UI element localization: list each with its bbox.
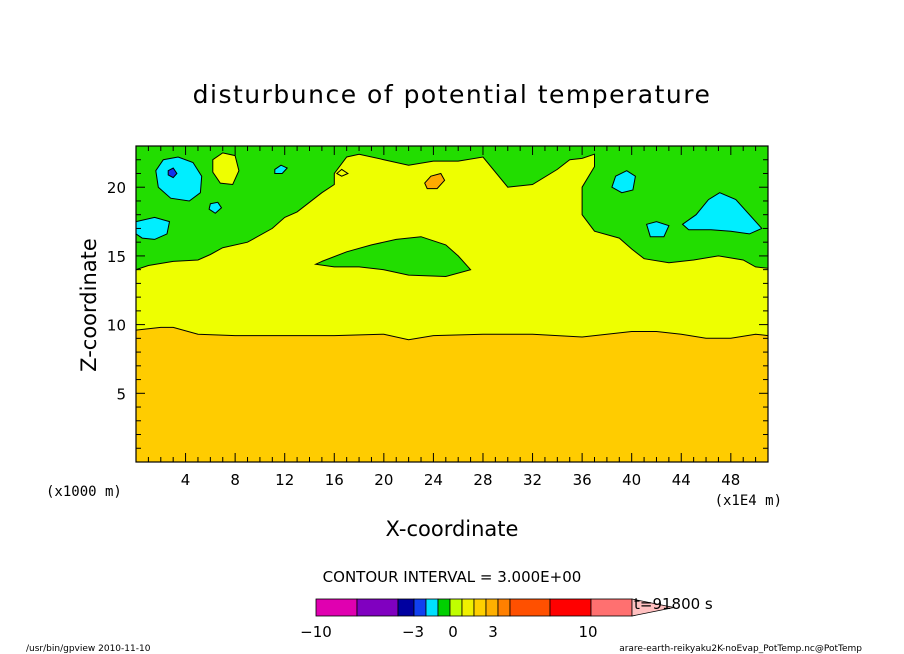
region-green-island	[313, 236, 472, 278]
contour-small	[335, 168, 349, 177]
footer-left: /usr/bin/gpview 2010-11-10	[26, 644, 151, 654]
chart-title: disturbunce of potential temperature	[193, 80, 712, 109]
colorbar-tick-label: 10	[578, 623, 597, 641]
colorbar-swatch	[315, 598, 358, 617]
x-tick-label: 48	[721, 471, 740, 489]
x-tick-label: 44	[672, 471, 691, 489]
x-tick-label: 12	[275, 471, 294, 489]
x-axis-label: X-coordinate	[386, 517, 519, 541]
region-orange-band	[136, 326, 768, 462]
region-yellow-island	[212, 152, 240, 186]
colorbar-swatch	[356, 598, 399, 617]
x-tick-label: 16	[325, 471, 344, 489]
colorbar-swatch	[461, 598, 475, 617]
colorbar-tick-label: 3	[488, 623, 498, 641]
colorbar-tick-labels: −10 −3 0 3 10	[300, 623, 597, 641]
y-tick-label: 15	[107, 248, 126, 266]
region-cyan	[136, 216, 171, 240]
x-tick-label: 40	[622, 471, 641, 489]
x-tick-label: 24	[424, 471, 443, 489]
colorbar-swatch	[413, 598, 427, 617]
x-tick-label: 4	[181, 471, 191, 489]
contour-interval-text: CONTOUR INTERVAL = 3.000E+00	[323, 568, 582, 586]
y-axis-label: Z-coordinate	[77, 238, 101, 372]
y-scale-note: (x1000 m)	[46, 484, 122, 500]
region-cyan	[681, 192, 763, 235]
region-cyan	[645, 221, 670, 238]
colorbar-tick-label: 0	[448, 623, 458, 641]
colorbar-swatch	[485, 598, 499, 617]
colorbar-tick-label: −10	[300, 623, 332, 641]
colorbar	[315, 598, 675, 617]
colorbar-swatch	[473, 598, 487, 617]
x-tick-label: 8	[230, 471, 240, 489]
region-cyan	[611, 170, 636, 194]
colorbar-tick-label: −3	[402, 623, 424, 641]
x-scale-note: (x1E4 m)	[715, 493, 782, 509]
region-cyan	[208, 201, 223, 214]
x-tick-label: 36	[573, 471, 592, 489]
colorbar-swatch	[590, 598, 633, 617]
colorbar-swatch	[397, 598, 415, 617]
plot-area	[135, 145, 769, 463]
time-label: t=91800 s	[634, 595, 713, 613]
y-tick-label: 5	[116, 385, 126, 403]
colorbar-swatch	[425, 598, 439, 617]
x-tick-label: 32	[523, 471, 542, 489]
colorbar-swatch	[437, 598, 451, 617]
x-tick-label: 28	[473, 471, 492, 489]
plot-frame	[135, 145, 769, 463]
y-tick-label: 20	[107, 179, 126, 197]
x-tick-labels: 4 8 12 16 20 24 28 32 36 40 44 48	[181, 471, 741, 489]
region-cyan	[155, 156, 203, 202]
footer-right: arare-earth-reikyaku2K-noEvap_PotTemp.nc…	[619, 644, 862, 654]
colorbar-swatch	[497, 598, 511, 617]
colorbar-swatch	[549, 598, 592, 617]
y-tick-label: 10	[107, 317, 126, 335]
region-cyan	[274, 164, 289, 174]
colorbar-arrow	[631, 598, 675, 617]
y-tick-labels: 5 10 15 20	[107, 179, 126, 403]
colorbar-swatch	[509, 598, 551, 617]
region-dark-orange	[424, 172, 446, 190]
colorbar-swatch	[449, 598, 463, 617]
x-tick-label: 20	[374, 471, 393, 489]
region-blue	[167, 167, 178, 179]
